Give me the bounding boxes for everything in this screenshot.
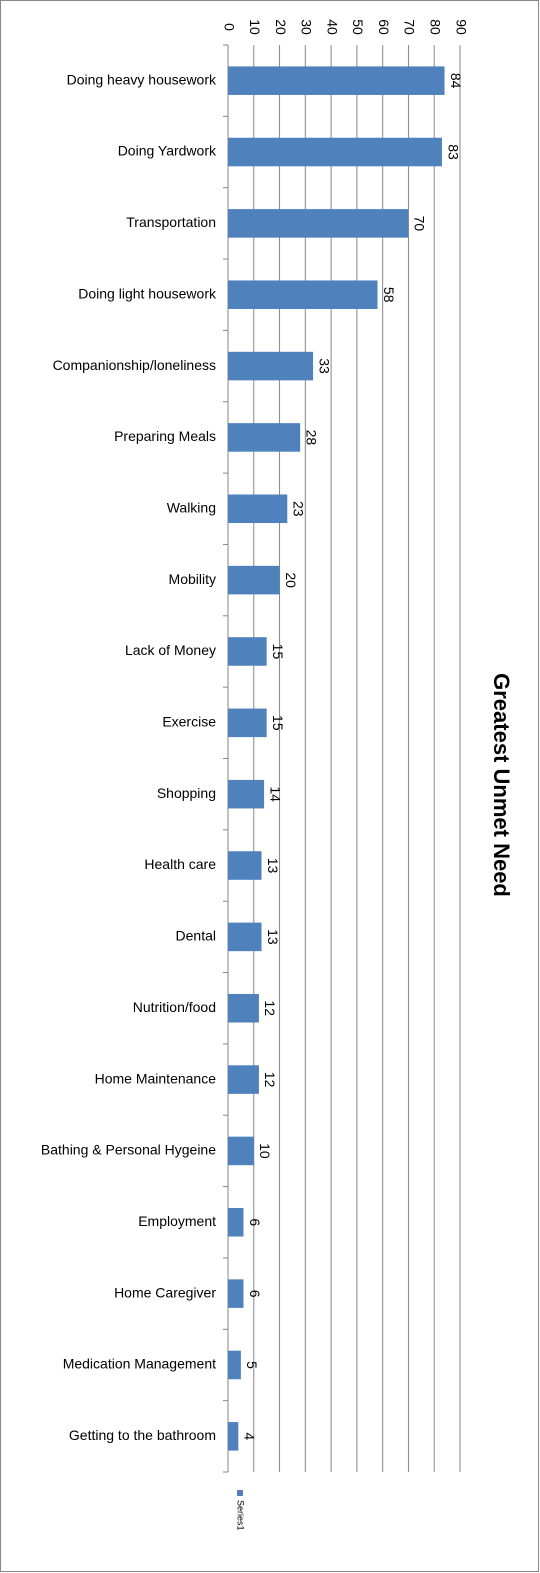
y-tick-label: Walking	[167, 499, 216, 515]
y-tick-label: Lack of Money	[125, 642, 216, 658]
y-tick-label: Preparing Meals	[114, 428, 216, 444]
y-tick-label: Employment	[138, 1213, 216, 1229]
data-label: 4	[242, 1432, 258, 1440]
data-label: 84	[448, 73, 464, 89]
bar	[228, 1279, 244, 1308]
bar	[228, 66, 445, 95]
data-label: 13	[265, 929, 281, 945]
data-label: 70	[412, 216, 428, 232]
data-label: 15	[270, 715, 286, 731]
data-label: 13	[265, 858, 281, 874]
x-tick-label: 20	[273, 19, 289, 35]
y-tick-label: Doing heavy housework	[67, 71, 217, 87]
x-tick-label: 90	[453, 19, 469, 35]
chart-title: Greatest Unmet Need	[489, 673, 514, 897]
data-label: 20	[283, 572, 299, 588]
bar	[228, 137, 442, 167]
bar	[228, 851, 262, 880]
bar	[228, 209, 409, 238]
bar	[228, 1208, 244, 1237]
y-tick-label: Bathing & Personal Hygeine	[41, 1142, 216, 1158]
y-tick-label: Transportation	[126, 214, 216, 230]
bar	[228, 1065, 259, 1094]
data-label: 33	[316, 358, 332, 374]
y-tick-label: Doing Yardwork	[118, 143, 217, 159]
x-tick-label: 80	[428, 19, 444, 35]
y-tick-label: Exercise	[162, 714, 216, 730]
y-tick-label: Doing light housework	[78, 285, 217, 301]
data-label: 6	[247, 1290, 263, 1298]
bar	[228, 1350, 241, 1380]
bar	[228, 922, 262, 952]
y-tick-label: Companionship/loneliness	[53, 357, 216, 373]
legend-label: Series1	[236, 1500, 246, 1531]
bar	[228, 1422, 239, 1451]
legend-swatch	[237, 1490, 243, 1496]
y-tick-label: Health care	[144, 856, 216, 872]
data-label: 5	[244, 1361, 260, 1369]
bar	[228, 280, 378, 309]
bar	[228, 993, 259, 1023]
y-tick-label: Home Caregiver	[114, 1284, 216, 1300]
x-tick-label: 50	[350, 19, 366, 35]
bar	[228, 351, 314, 381]
bar	[228, 494, 288, 524]
data-label: 15	[270, 644, 286, 660]
data-label: 12	[262, 1072, 278, 1088]
y-tick-label: Getting to the bathroom	[69, 1427, 216, 1443]
x-tick-label: 10	[247, 19, 263, 35]
x-tick-label: 30	[299, 19, 315, 35]
data-label: 10	[257, 1143, 273, 1159]
bar	[228, 423, 301, 452]
y-tick-label: Mobility	[169, 571, 216, 587]
x-tick-label: 40	[324, 19, 340, 35]
y-tick-label: Nutrition/food	[133, 999, 216, 1015]
data-label: 83	[445, 144, 461, 160]
data-label: 12	[262, 1000, 278, 1016]
y-tick-label: Medication Management	[63, 1356, 216, 1372]
x-tick-label: 60	[376, 19, 392, 35]
data-label: 28	[303, 430, 319, 446]
bar	[228, 565, 280, 595]
bar	[228, 779, 265, 809]
y-tick-label: Shopping	[157, 785, 216, 801]
data-label: 58	[381, 287, 397, 303]
data-label: 14	[267, 786, 283, 802]
data-label: 23	[291, 501, 307, 517]
x-tick-label: 70	[402, 19, 418, 35]
x-tick-label: 0	[221, 23, 237, 31]
bar	[228, 637, 267, 666]
bar	[228, 708, 267, 738]
data-label: 6	[247, 1218, 263, 1226]
y-tick-label: Dental	[176, 928, 216, 944]
y-tick-label: Home Maintenance	[95, 1070, 217, 1086]
bar	[228, 1136, 254, 1166]
